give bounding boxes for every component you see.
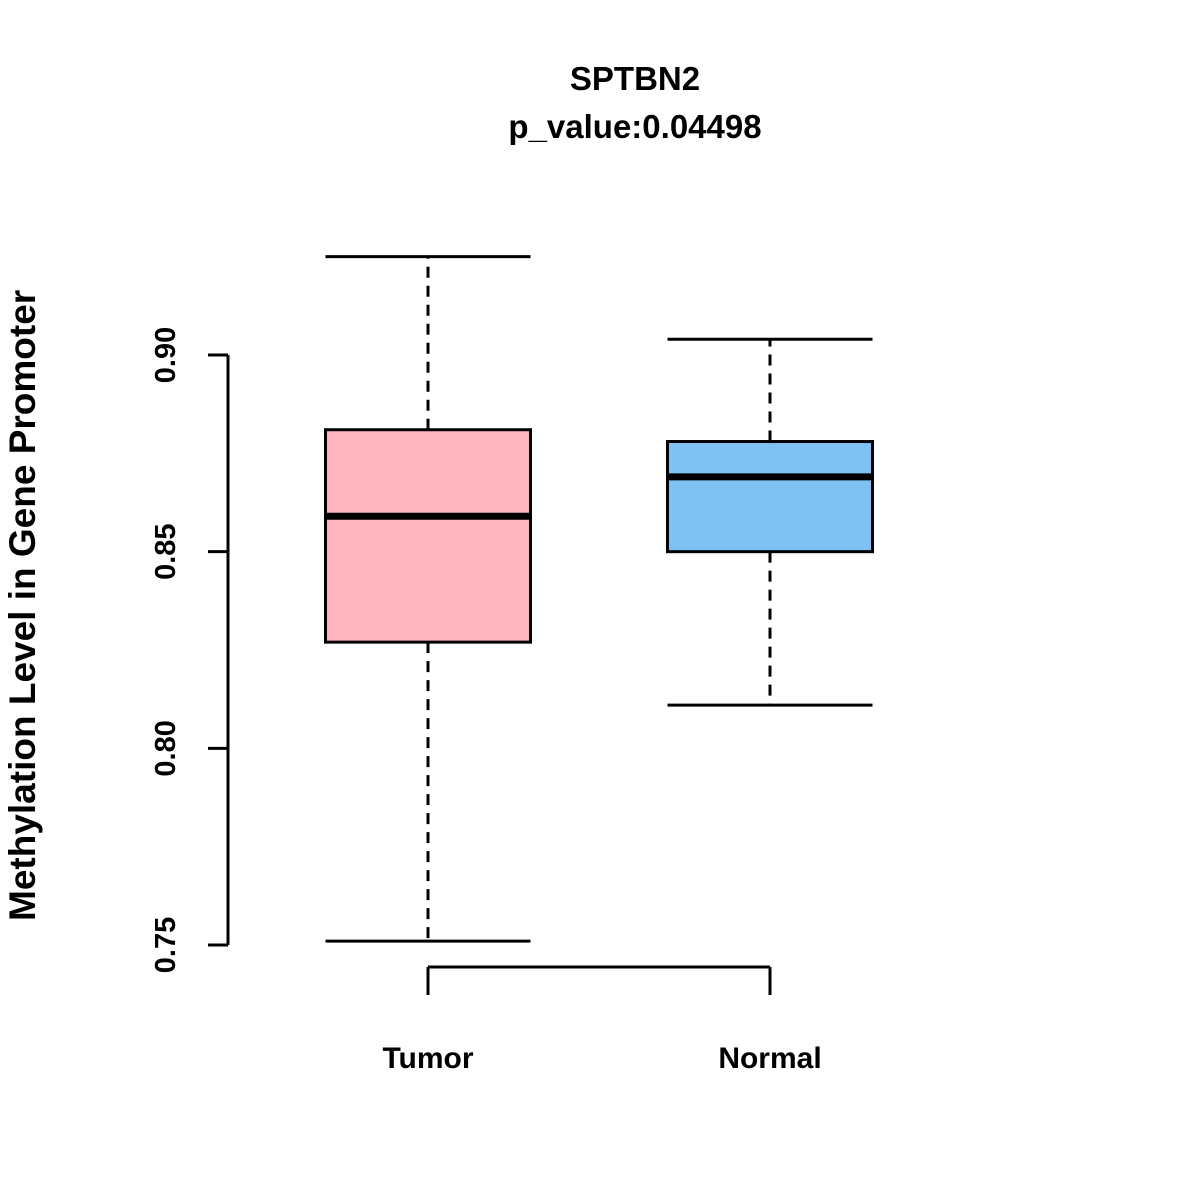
y-tick-label: 0.80 [150, 720, 182, 776]
x-tick-label-normal: Normal [718, 1042, 821, 1075]
box-tumor [324, 428, 532, 644]
chart-title: SPTBN2 [569, 60, 701, 97]
y-tick-label: 0.90 [150, 327, 182, 383]
x-tick-label-tumor: Tumor [382, 1042, 473, 1075]
y-tick-label: 0.75 [150, 917, 182, 973]
y-tick-label: 0.85 [150, 523, 182, 579]
chart-title-block: SPTBN2 p_value:0.04498 [228, 62, 1042, 143]
chart-subtitle: p_value:0.04498 [508, 108, 762, 145]
box-normal [666, 440, 874, 554]
